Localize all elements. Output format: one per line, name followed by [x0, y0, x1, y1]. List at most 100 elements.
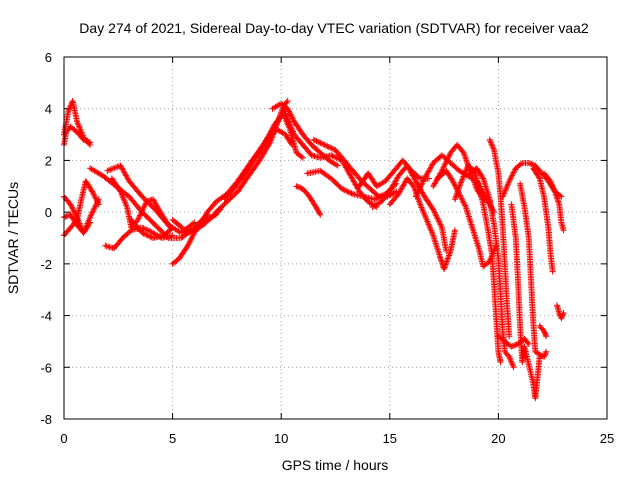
data-point [141, 231, 148, 238]
data-point [111, 164, 118, 171]
data-point [289, 115, 296, 122]
data-point [321, 141, 328, 148]
data-point [312, 137, 319, 144]
x-tick-label: 5 [169, 431, 176, 446]
data-point [69, 204, 75, 211]
data-point [80, 136, 87, 143]
data-point [320, 141, 327, 148]
data-point [139, 229, 146, 236]
series-W [369, 162, 450, 254]
data-point [87, 219, 94, 226]
data-point [543, 348, 550, 355]
data-point [329, 145, 336, 152]
data-point [140, 230, 147, 237]
data-point [542, 332, 549, 338]
y-tick-label: -4 [40, 309, 52, 324]
data-point [143, 231, 150, 238]
data-point [283, 99, 290, 106]
series-T [293, 183, 324, 218]
data-point [451, 227, 458, 234]
data-point [506, 333, 513, 340]
x-tick-label: 15 [383, 431, 397, 446]
data-point [144, 227, 151, 234]
data-point [144, 232, 151, 239]
data-point [510, 364, 517, 371]
data-point [371, 196, 378, 203]
x-tick-label: 10 [274, 431, 288, 446]
data-point [85, 138, 92, 145]
data-point [169, 224, 176, 231]
data-point [297, 184, 304, 191]
data-point [524, 339, 531, 346]
x-tick-label: 20 [491, 431, 505, 446]
data-point [284, 97, 291, 104]
data-point [69, 205, 76, 212]
data-point [560, 227, 567, 234]
y-tick-label: 6 [45, 50, 52, 65]
data-point [348, 190, 355, 197]
data-point [373, 195, 379, 202]
series-AH [517, 180, 550, 360]
chart-title: Day 274 of 2021, Sidereal Day-to-day VTE… [79, 20, 589, 36]
data-point [333, 154, 340, 161]
data-point [314, 138, 321, 145]
data-point [190, 227, 196, 234]
data-point [375, 194, 382, 201]
data-point [191, 219, 198, 226]
data-point [324, 143, 331, 150]
data-point [168, 225, 175, 232]
data-point [347, 189, 354, 196]
data-point [558, 193, 565, 200]
data-point [147, 228, 154, 235]
data-point [344, 188, 351, 195]
series-AI [530, 165, 556, 275]
data-point [86, 220, 93, 227]
y-tick-labels: -8 -6 -4 -2 0 2 4 6 [40, 50, 52, 427]
x-axis-label: GPS time / hours [282, 457, 389, 473]
axis-ticks [63, 56, 608, 420]
x-tick-labels: 0 5 10 15 20 25 [60, 431, 614, 446]
data-point [143, 226, 150, 233]
data-point [283, 112, 290, 119]
data-point [316, 139, 323, 146]
data-point [345, 189, 352, 196]
data-point [560, 309, 567, 316]
grid-lines [64, 57, 607, 419]
data-point [325, 143, 332, 150]
data-point [511, 342, 517, 349]
series-AA [434, 167, 500, 270]
data-point [328, 145, 335, 152]
data-point [525, 341, 532, 348]
data-point [286, 119, 293, 126]
data-point [497, 359, 504, 366]
data-point [95, 199, 101, 206]
y-tick-label: 2 [45, 153, 52, 168]
data-point [549, 268, 556, 275]
data-point [93, 197, 100, 204]
y-axis-label: SDTVAR / TECUs [5, 182, 21, 294]
x-tick-label: 25 [600, 431, 614, 446]
data-point [316, 210, 323, 217]
data-point [328, 152, 335, 159]
y-tick-label: -2 [40, 257, 52, 272]
data-point [323, 142, 329, 149]
data-point [190, 220, 196, 227]
data-point [548, 181, 555, 188]
data-point [333, 161, 340, 168]
y-tick-label: 0 [45, 205, 52, 220]
data-point [94, 198, 101, 205]
data-point [458, 195, 465, 202]
data-point [506, 178, 513, 185]
series-AG [508, 201, 543, 402]
data-point [141, 225, 148, 232]
data-points [61, 97, 567, 402]
series-J [128, 216, 176, 241]
data-point [341, 187, 348, 194]
data-point [298, 153, 305, 160]
data-point [461, 201, 468, 208]
data-point [317, 140, 324, 146]
y-tick-label: -6 [40, 360, 52, 375]
data-point [543, 333, 550, 340]
data-point [330, 153, 337, 160]
data-point [66, 105, 73, 112]
